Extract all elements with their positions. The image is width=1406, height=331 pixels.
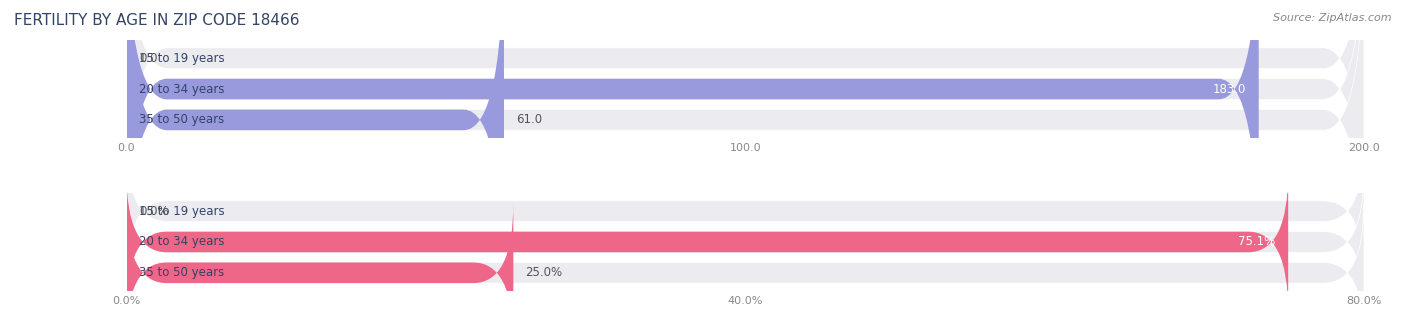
FancyBboxPatch shape	[127, 172, 1288, 312]
FancyBboxPatch shape	[127, 141, 1364, 281]
Text: 15 to 19 years: 15 to 19 years	[139, 52, 225, 65]
FancyBboxPatch shape	[127, 203, 1364, 331]
Text: 0.0: 0.0	[139, 52, 157, 65]
FancyBboxPatch shape	[127, 0, 1364, 248]
Text: 25.0%: 25.0%	[526, 266, 562, 279]
FancyBboxPatch shape	[127, 172, 1364, 312]
Text: 35 to 50 years: 35 to 50 years	[139, 266, 224, 279]
Text: 20 to 34 years: 20 to 34 years	[139, 82, 225, 96]
FancyBboxPatch shape	[127, 0, 503, 310]
Text: 15 to 19 years: 15 to 19 years	[139, 205, 225, 217]
Text: 20 to 34 years: 20 to 34 years	[139, 235, 225, 249]
FancyBboxPatch shape	[127, 203, 513, 331]
Text: 35 to 50 years: 35 to 50 years	[139, 114, 224, 126]
Text: FERTILITY BY AGE IN ZIP CODE 18466: FERTILITY BY AGE IN ZIP CODE 18466	[14, 13, 299, 28]
Text: 0.0%: 0.0%	[139, 205, 169, 217]
Text: 61.0: 61.0	[516, 114, 543, 126]
FancyBboxPatch shape	[127, 0, 1258, 279]
Text: 183.0: 183.0	[1213, 82, 1246, 96]
Text: 75.1%: 75.1%	[1239, 235, 1275, 249]
FancyBboxPatch shape	[127, 0, 1364, 279]
FancyBboxPatch shape	[127, 0, 1364, 310]
Text: Source: ZipAtlas.com: Source: ZipAtlas.com	[1274, 13, 1392, 23]
